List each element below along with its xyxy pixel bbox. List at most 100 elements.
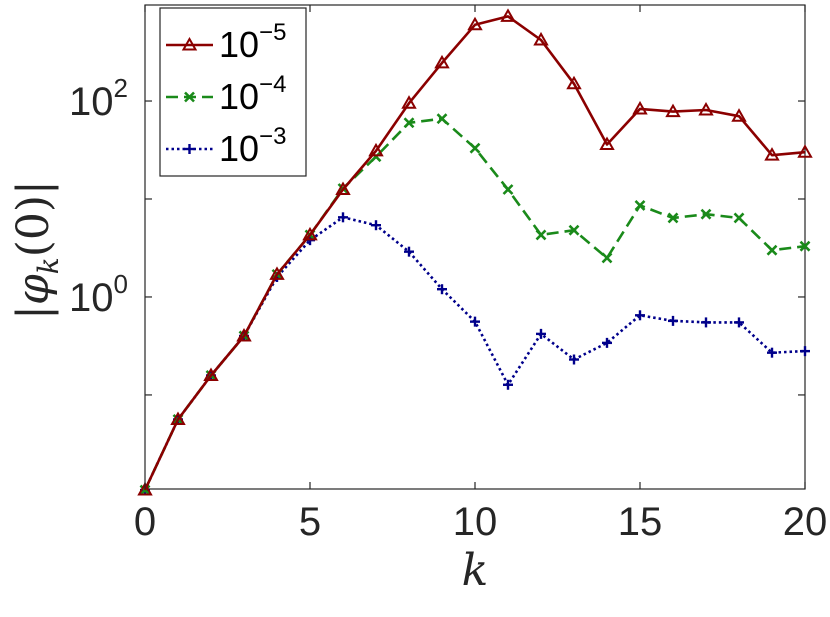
legend-marker-triangle-icon [181,36,198,51]
point-s1-k11 [502,184,514,195]
point-s2-k12 [536,328,546,339]
y-label-left-bar: | [8,305,59,320]
legend-label-1e-3: 10−3 [219,123,286,169]
point-s0-k17 [698,101,714,116]
point-s1-k10 [469,142,481,154]
point-s1-k14 [601,252,613,264]
x-axis-label: k [462,545,489,596]
point-s1-k20 [799,240,811,252]
legend-marker-plus-icon [184,144,195,154]
point-s2-k18 [734,317,744,328]
x-tick-label-15: 15 [618,500,663,544]
series-2 [140,212,810,496]
series-line-2 [143,216,806,491]
point-s1-k12 [535,229,547,241]
point-s1-k17-stroke-b [700,208,712,220]
point-s2-k13 [569,354,579,365]
point-s2-k6 [338,212,348,223]
point-s2-k8 [404,246,414,257]
y-tick-label-0: 100 [69,269,128,320]
point-s1-k9 [436,113,448,125]
point-s2-k9 [437,284,447,295]
point-s0-k20 [797,144,813,158]
point-s0-k2 [203,367,219,381]
y-label-subscript: k [32,257,65,274]
y-axis-label: |φk(0)| [8,180,65,320]
point-s1-k18-stroke-b [733,212,745,224]
point-s1-k9-stroke-b [436,113,448,125]
point-s1-k17 [700,208,712,220]
x-tick-label-0: 0 [134,500,156,544]
legend: 10−5 10−4 10−3 [159,7,307,177]
point-s2-k15 [635,310,645,321]
point-s0-k4 [269,266,285,280]
point-s1-k19 [766,244,778,256]
point-s0-k8 [401,95,417,109]
point-s1-k13-stroke-b [568,224,580,236]
legend-entry-1: 10−5 [166,19,286,65]
svg-text:|φk(0)|: |φk(0)| [8,180,65,320]
point-s1-k19-stroke-b [766,244,778,256]
y-label-right-bar: | [8,180,59,195]
point-s0-k5 [302,226,318,241]
point-s2-k10 [470,316,480,327]
point-s0-k19 [764,147,780,161]
point-s1-k16-stroke-b [667,212,679,224]
legend-marker-x-icon [184,91,195,103]
point-s1-k16 [667,212,679,224]
series-0 [137,8,813,496]
point-s0-k11 [500,8,516,22]
series-line-0 [143,15,806,491]
point-s0-k0 [137,482,153,496]
point-s1-k0-stroke-b [139,484,151,496]
point-s1-k12-stroke-b [535,229,547,241]
legend-marker-shape-0 [181,36,198,51]
point-s1-k15 [634,199,646,211]
legend-marker-shape-1 [184,91,195,103]
x-tick-label-10: 10 [453,500,498,544]
x-tick-label-5: 5 [299,500,321,544]
legend-entry-3: 10−3 [166,123,286,169]
point-s0-k7 [368,142,384,157]
point-s2-k20 [800,346,810,357]
point-s1-k18 [733,212,745,224]
point-s0-k15 [632,100,648,115]
point-s0-k18 [731,108,747,122]
point-s2-k11 [503,379,513,390]
point-s0-k9 [434,54,450,69]
point-s2-k17 [701,317,711,328]
y-label-phi: φ [8,274,59,305]
legend-entry-2: 10−4 [166,71,286,117]
point-s2-k14 [602,337,612,348]
y-label-arg: (0) [8,195,59,257]
point-s1-k0 [139,484,151,496]
legend-label-1e-4: 10−4 [219,71,286,117]
point-s1-k8-stroke-b [403,117,415,129]
legend-marker-shape-2 [184,144,195,154]
ticks-layer: 0 5 10 15 20 100 102 [69,5,827,544]
point-s0-k12 [533,31,549,46]
point-s0-k6 [335,181,351,195]
point-s1-k20-stroke-b [799,240,811,252]
point-s0-k16 [665,103,681,118]
point-s2-k7 [371,220,381,231]
point-s1-k15-stroke-b [634,199,646,211]
point-s0-k3 [236,327,252,342]
point-s2-k16 [668,315,678,326]
point-s2-k19 [767,347,777,358]
point-s0-k10 [467,16,483,31]
legend-marker-shape-1-stroke-b [184,91,195,103]
point-s0-k14 [599,136,615,150]
series-layer [137,8,813,496]
legend-label-1e-5: 10−5 [219,19,286,65]
point-s1-k13 [568,224,580,236]
point-s0-k13 [566,75,582,90]
point-s1-k8 [403,117,415,129]
point-s1-k7-stroke-b [370,151,382,163]
y-tick-label-2: 102 [69,73,128,124]
x-tick-label-20: 20 [783,500,828,544]
point-s1-k14-stroke-b [601,252,613,264]
point-s1-k11-stroke-b [502,184,514,195]
point-s1-k10-stroke-b [469,142,481,154]
